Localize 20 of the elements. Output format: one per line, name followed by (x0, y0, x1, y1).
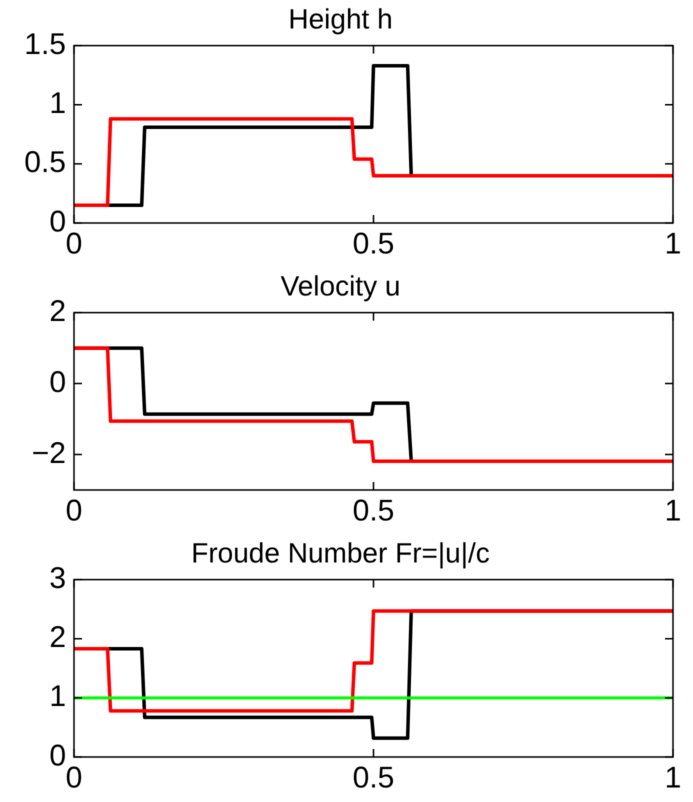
chart-title: Height h (288, 4, 393, 35)
y-tick-label: 1 (49, 680, 66, 714)
chart-title: Velocity u (280, 270, 400, 302)
x-tick-label: 0.5 (352, 494, 394, 528)
x-tick-label: 0.5 (352, 761, 394, 794)
x-tick-label: 0.5 (352, 227, 394, 260)
y-tick-label: 3 (49, 562, 66, 595)
y-tick-label: 0 (49, 739, 66, 772)
y-tick-label: 2 (49, 621, 66, 654)
y-tick-label: 0 (49, 205, 66, 238)
y-tick-label: 1 (49, 87, 66, 120)
y-tick-label: 2 (49, 294, 66, 328)
x-tick-label: 1 (664, 494, 682, 528)
y-tick-label: 0 (49, 366, 66, 399)
y-tick-label: 1.5 (24, 28, 66, 61)
y-tick-label: 0.5 (24, 146, 66, 180)
y-tick-label: −2 (32, 436, 66, 470)
x-tick-label: 1 (664, 761, 682, 794)
chart-title: Froude Number Fr=|u|/c (191, 538, 490, 569)
x-tick-label: 1 (664, 227, 682, 260)
